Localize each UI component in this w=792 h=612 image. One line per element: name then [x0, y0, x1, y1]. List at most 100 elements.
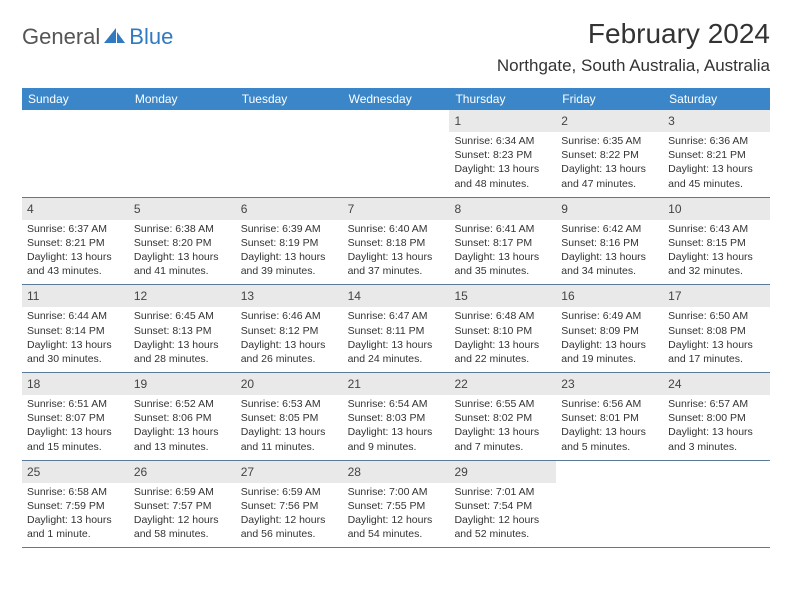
day-info: Sunrise: 6:41 AMSunset: 8:17 PMDaylight:…	[454, 222, 551, 279]
day-number-row: 4	[22, 198, 129, 220]
day-cell: 13 Sunrise: 6:46 AMSunset: 8:12 PMDayligh…	[236, 285, 343, 372]
day-number: 8	[454, 202, 461, 216]
day-number: 1	[454, 114, 461, 128]
day-info: Sunrise: 6:44 AMSunset: 8:14 PMDaylight:…	[27, 309, 124, 366]
day-number-row: 17	[663, 285, 770, 307]
day-number: 6	[241, 202, 248, 216]
day-number: 9	[561, 202, 568, 216]
day-cell: 2Sunrise: 6:35 AMSunset: 8:22 PMDaylight…	[556, 110, 663, 197]
day-number-row: 20	[236, 373, 343, 395]
day-number: 12	[134, 289, 147, 303]
day-number-row: 14	[343, 285, 450, 307]
day-number-row: 26	[129, 461, 236, 483]
day-cell-empty	[343, 110, 450, 197]
day-cell: 21Sunrise: 6:54 AMSunset: 8:03 PMDayligh…	[343, 373, 450, 460]
calendar: SundayMondayTuesdayWednesdayThursdayFrid…	[22, 88, 770, 548]
day-cell: 27 Sunrise: 6:59 AMSunset: 7:56 PMDayligh…	[236, 461, 343, 548]
day-cell: 19Sunrise: 6:52 AMSunset: 8:06 PMDayligh…	[129, 373, 236, 460]
day-number: 19	[134, 377, 147, 391]
week-row: 4Sunrise: 6:37 AMSunset: 8:21 PMDaylight…	[22, 198, 770, 286]
day-number-row: 27	[236, 461, 343, 483]
day-number: 20	[241, 377, 254, 391]
day-info: Sunrise: 6:35 AMSunset: 8:22 PMDaylight:…	[561, 134, 658, 191]
day-number-row: 13	[236, 285, 343, 307]
day-cell-empty	[556, 461, 663, 548]
week-row: 18Sunrise: 6:51 AMSunset: 8:07 PMDayligh…	[22, 373, 770, 461]
day-number-row: 28	[343, 461, 450, 483]
day-cell: 14 Sunrise: 6:47 AMSunset: 8:11 PMDayligh…	[343, 285, 450, 372]
day-info: Sunrise: 6:36 AMSunset: 8:21 PMDaylight:…	[668, 134, 765, 191]
day-info: Sunrise: 7:00 AMSunset: 7:55 PMDaylight:…	[348, 485, 445, 542]
day-info: Sunrise: 6:45 AMSunset: 8:13 PMDaylight:…	[134, 309, 231, 366]
dow-cell: Tuesday	[236, 88, 343, 110]
weeks-container: 1 Sunrise: 6:34 AMSunset: 8:23 PMDaylight…	[22, 110, 770, 548]
week-row: 11Sunrise: 6:44 AMSunset: 8:14 PMDayligh…	[22, 285, 770, 373]
day-cell: 16Sunrise: 6:49 AMSunset: 8:09 PMDayligh…	[556, 285, 663, 372]
day-info: Sunrise: 6:42 AMSunset: 8:16 PMDaylight:…	[561, 222, 658, 279]
day-number-row: 3	[663, 110, 770, 132]
day-number: 23	[561, 377, 574, 391]
month-title: February 2024	[497, 18, 770, 50]
day-info: Sunrise: 6:40 AMSunset: 8:18 PMDaylight:…	[348, 222, 445, 279]
day-number-row: 16	[556, 285, 663, 307]
day-info: Sunrise: 6:58 AMSunset: 7:59 PMDaylight:…	[27, 485, 124, 542]
day-number: 13	[241, 289, 254, 303]
day-cell: 23Sunrise: 6:56 AMSunset: 8:01 PMDayligh…	[556, 373, 663, 460]
day-number: 29	[454, 465, 467, 479]
day-number-row: 6	[236, 198, 343, 220]
logo-sail-icon	[104, 26, 126, 49]
day-cell: 24Sunrise: 6:57 AMSunset: 8:00 PMDayligh…	[663, 373, 770, 460]
logo: General Blue	[22, 24, 173, 50]
day-cell: 29 Sunrise: 7:01 AMSunset: 7:54 PMDayligh…	[449, 461, 556, 548]
day-number-row: 1	[449, 110, 556, 132]
header: General Blue February 2024 Northgate, So…	[22, 18, 770, 76]
day-cell: 11Sunrise: 6:44 AMSunset: 8:14 PMDayligh…	[22, 285, 129, 372]
day-number: 17	[668, 289, 681, 303]
dow-cell: Monday	[129, 88, 236, 110]
logo-text-blue: Blue	[129, 24, 173, 50]
day-cell-empty	[22, 110, 129, 197]
day-number-row: 8	[449, 198, 556, 220]
day-number: 3	[668, 114, 675, 128]
day-cell: 12 Sunrise: 6:45 AMSunset: 8:13 PMDayligh…	[129, 285, 236, 372]
day-info: Sunrise: 6:48 AMSunset: 8:10 PMDaylight:…	[454, 309, 551, 366]
dow-cell: Friday	[556, 88, 663, 110]
day-number-row: 18	[22, 373, 129, 395]
day-info: Sunrise: 6:59 AMSunset: 7:56 PMDaylight:…	[241, 485, 338, 542]
day-info: Sunrise: 6:39 AMSunset: 8:19 PMDaylight:…	[241, 222, 338, 279]
day-info: Sunrise: 6:59 AMSunset: 7:57 PMDaylight:…	[134, 485, 231, 542]
day-cell: 20Sunrise: 6:53 AMSunset: 8:05 PMDayligh…	[236, 373, 343, 460]
day-number: 14	[348, 289, 361, 303]
day-info: Sunrise: 6:34 AMSunset: 8:23 PMDaylight:…	[454, 134, 551, 191]
dow-cell: Sunday	[22, 88, 129, 110]
day-number: 7	[348, 202, 355, 216]
day-number: 28	[348, 465, 361, 479]
day-number-row: 22	[449, 373, 556, 395]
day-cell: 15 Sunrise: 6:48 AMSunset: 8:10 PMDayligh…	[449, 285, 556, 372]
day-cell-empty	[129, 110, 236, 197]
day-info: Sunrise: 6:57 AMSunset: 8:00 PMDaylight:…	[668, 397, 765, 454]
day-cell: 26Sunrise: 6:59 AMSunset: 7:57 PMDayligh…	[129, 461, 236, 548]
day-info: Sunrise: 7:01 AMSunset: 7:54 PMDaylight:…	[454, 485, 551, 542]
dow-cell: Saturday	[663, 88, 770, 110]
day-number: 10	[668, 202, 681, 216]
logo-text-general: General	[22, 24, 100, 50]
day-info: Sunrise: 6:49 AMSunset: 8:09 PMDaylight:…	[561, 309, 658, 366]
day-number-row: 24	[663, 373, 770, 395]
day-number: 5	[134, 202, 141, 216]
day-cell: 18Sunrise: 6:51 AMSunset: 8:07 PMDayligh…	[22, 373, 129, 460]
day-cell: 5Sunrise: 6:38 AMSunset: 8:20 PMDaylight…	[129, 198, 236, 285]
day-number-row: 21	[343, 373, 450, 395]
day-info: Sunrise: 6:46 AMSunset: 8:12 PMDaylight:…	[241, 309, 338, 366]
day-cell: 10Sunrise: 6:43 AMSunset: 8:15 PMDayligh…	[663, 198, 770, 285]
day-cell: 17Sunrise: 6:50 AMSunset: 8:08 PMDayligh…	[663, 285, 770, 372]
day-cell: 25Sunrise: 6:58 AMSunset: 7:59 PMDayligh…	[22, 461, 129, 548]
day-number: 27	[241, 465, 254, 479]
dow-cell: Thursday	[449, 88, 556, 110]
day-of-week-header: SundayMondayTuesdayWednesdayThursdayFrid…	[22, 88, 770, 110]
day-number: 21	[348, 377, 361, 391]
day-cell: 8 Sunrise: 6:41 AMSunset: 8:17 PMDaylight…	[449, 198, 556, 285]
day-info: Sunrise: 6:47 AMSunset: 8:11 PMDaylight:…	[348, 309, 445, 366]
day-cell: 1 Sunrise: 6:34 AMSunset: 8:23 PMDaylight…	[449, 110, 556, 197]
day-number: 15	[454, 289, 467, 303]
